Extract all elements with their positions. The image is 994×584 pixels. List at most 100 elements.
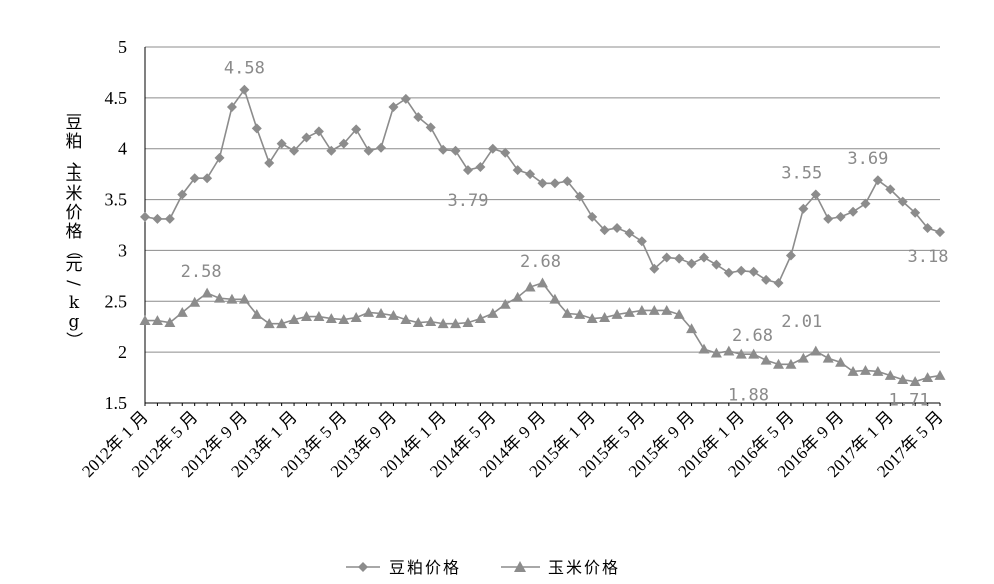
diamond-point <box>897 196 908 207</box>
diamond-point <box>922 223 933 234</box>
axes <box>144 47 940 404</box>
triangle-point <box>797 352 809 363</box>
y-axis-label-char: （ <box>63 242 83 259</box>
diamond-point <box>574 191 585 202</box>
triangle-point <box>599 312 611 322</box>
triangle-point <box>474 313 486 323</box>
data-label: 2.58 <box>181 262 222 282</box>
triangle-point <box>313 311 325 321</box>
triangle-point <box>648 304 660 315</box>
triangle-point <box>611 309 623 319</box>
diamond-point <box>289 145 300 156</box>
triangle-point <box>338 314 350 324</box>
triangle-point <box>450 318 462 329</box>
triangle-point <box>487 307 499 318</box>
triangle-point <box>300 311 312 321</box>
diamond-point <box>475 162 486 173</box>
triangle-point <box>822 352 834 363</box>
triangle-point <box>214 292 226 303</box>
diamond-point <box>400 93 411 104</box>
triangle-point <box>151 315 163 326</box>
triangle-point <box>748 348 760 359</box>
triangle-point <box>561 307 573 318</box>
triangle-point <box>226 293 238 304</box>
y-tick-label: 4.5 <box>105 88 128 108</box>
data-label: 3.55 <box>781 163 822 183</box>
diamond-point <box>264 157 275 168</box>
triangle-point <box>673 309 685 319</box>
diamond-point <box>935 227 945 238</box>
diamond-point <box>338 138 349 149</box>
y-axis-label-char: 粕 <box>66 132 83 152</box>
legend: 豆粕价格 玉米价格 <box>346 558 618 577</box>
y-tick-label: 2.5 <box>105 291 128 311</box>
triangle-point <box>574 309 586 319</box>
triangle-point <box>189 296 201 307</box>
y-axis-label-char: 玉 <box>66 165 83 185</box>
y-axis-label-char: 、 <box>72 151 89 171</box>
triangle-point <box>387 310 399 320</box>
triangle-point <box>897 374 909 385</box>
diamond-point <box>785 250 796 261</box>
y-axis-label: 豆粕、玉米价格（元 / kg） <box>63 113 89 349</box>
triangle-point <box>400 314 412 324</box>
triangle-point <box>164 317 176 328</box>
diamond-point <box>562 176 573 187</box>
diamond-point <box>798 203 809 214</box>
diamond-point <box>462 165 473 176</box>
triangle-point <box>375 307 387 318</box>
diamond-point <box>823 213 834 224</box>
triangle-point <box>537 277 548 288</box>
diamond-point <box>885 184 896 195</box>
y-tick-label: 1.5 <box>105 393 128 413</box>
triangle-point <box>760 354 772 365</box>
diamond-point <box>525 169 536 180</box>
diamond-point <box>276 138 287 149</box>
triangle-point <box>276 318 288 329</box>
diamond-point <box>698 252 709 263</box>
y-axis-ticks: 1.5 2 2.5 3 3.5 4 4.5 5 <box>105 37 128 413</box>
diamond-point <box>388 102 399 113</box>
diamond-point <box>413 112 424 123</box>
diamond-point <box>140 211 150 222</box>
diamond-point <box>748 266 759 277</box>
y-axis-label-char: / <box>63 280 83 286</box>
diamond-point <box>376 142 387 153</box>
diamond-point <box>599 225 610 236</box>
triangle-point <box>909 376 921 387</box>
diamond-point <box>177 189 188 200</box>
diamond-point <box>189 173 200 184</box>
y-axis-label-char: 豆 <box>66 113 83 133</box>
triangle-point <box>586 313 598 323</box>
diamond-point <box>711 259 722 270</box>
diamond-point <box>910 207 921 218</box>
diamond-point <box>848 206 859 217</box>
data-labels: 4.58 3.79 3.55 3.69 3.18 2.68 2.58 2.68 2.01 1.88… <box>181 59 949 411</box>
diamond-point <box>636 236 647 247</box>
triangle-point <box>499 298 511 309</box>
triangle-point <box>238 293 250 304</box>
diamond-point <box>438 144 449 155</box>
diamond-point <box>624 228 635 239</box>
triangle-point <box>201 287 213 298</box>
diamond-point <box>860 198 871 209</box>
triangle-point <box>810 345 822 356</box>
y-axis-label-char: 米 <box>66 184 83 204</box>
diamond-point <box>301 132 312 143</box>
diamond-point <box>661 252 672 263</box>
diamond-point <box>500 147 511 158</box>
diamond-point <box>587 211 598 222</box>
y-axis-label-char: g <box>69 312 80 332</box>
data-label: 1.71 <box>889 391 930 411</box>
data-label: 3.18 <box>908 247 949 267</box>
y-axis-label-char: 价 <box>66 203 83 223</box>
diamond-point <box>649 263 660 274</box>
y-axis-label-char: 元 <box>66 255 83 275</box>
triangle-point <box>412 317 424 328</box>
diamond-point <box>674 253 685 264</box>
triangle-point <box>785 358 797 369</box>
diamond-point <box>810 189 821 200</box>
diamond-point <box>363 145 374 156</box>
